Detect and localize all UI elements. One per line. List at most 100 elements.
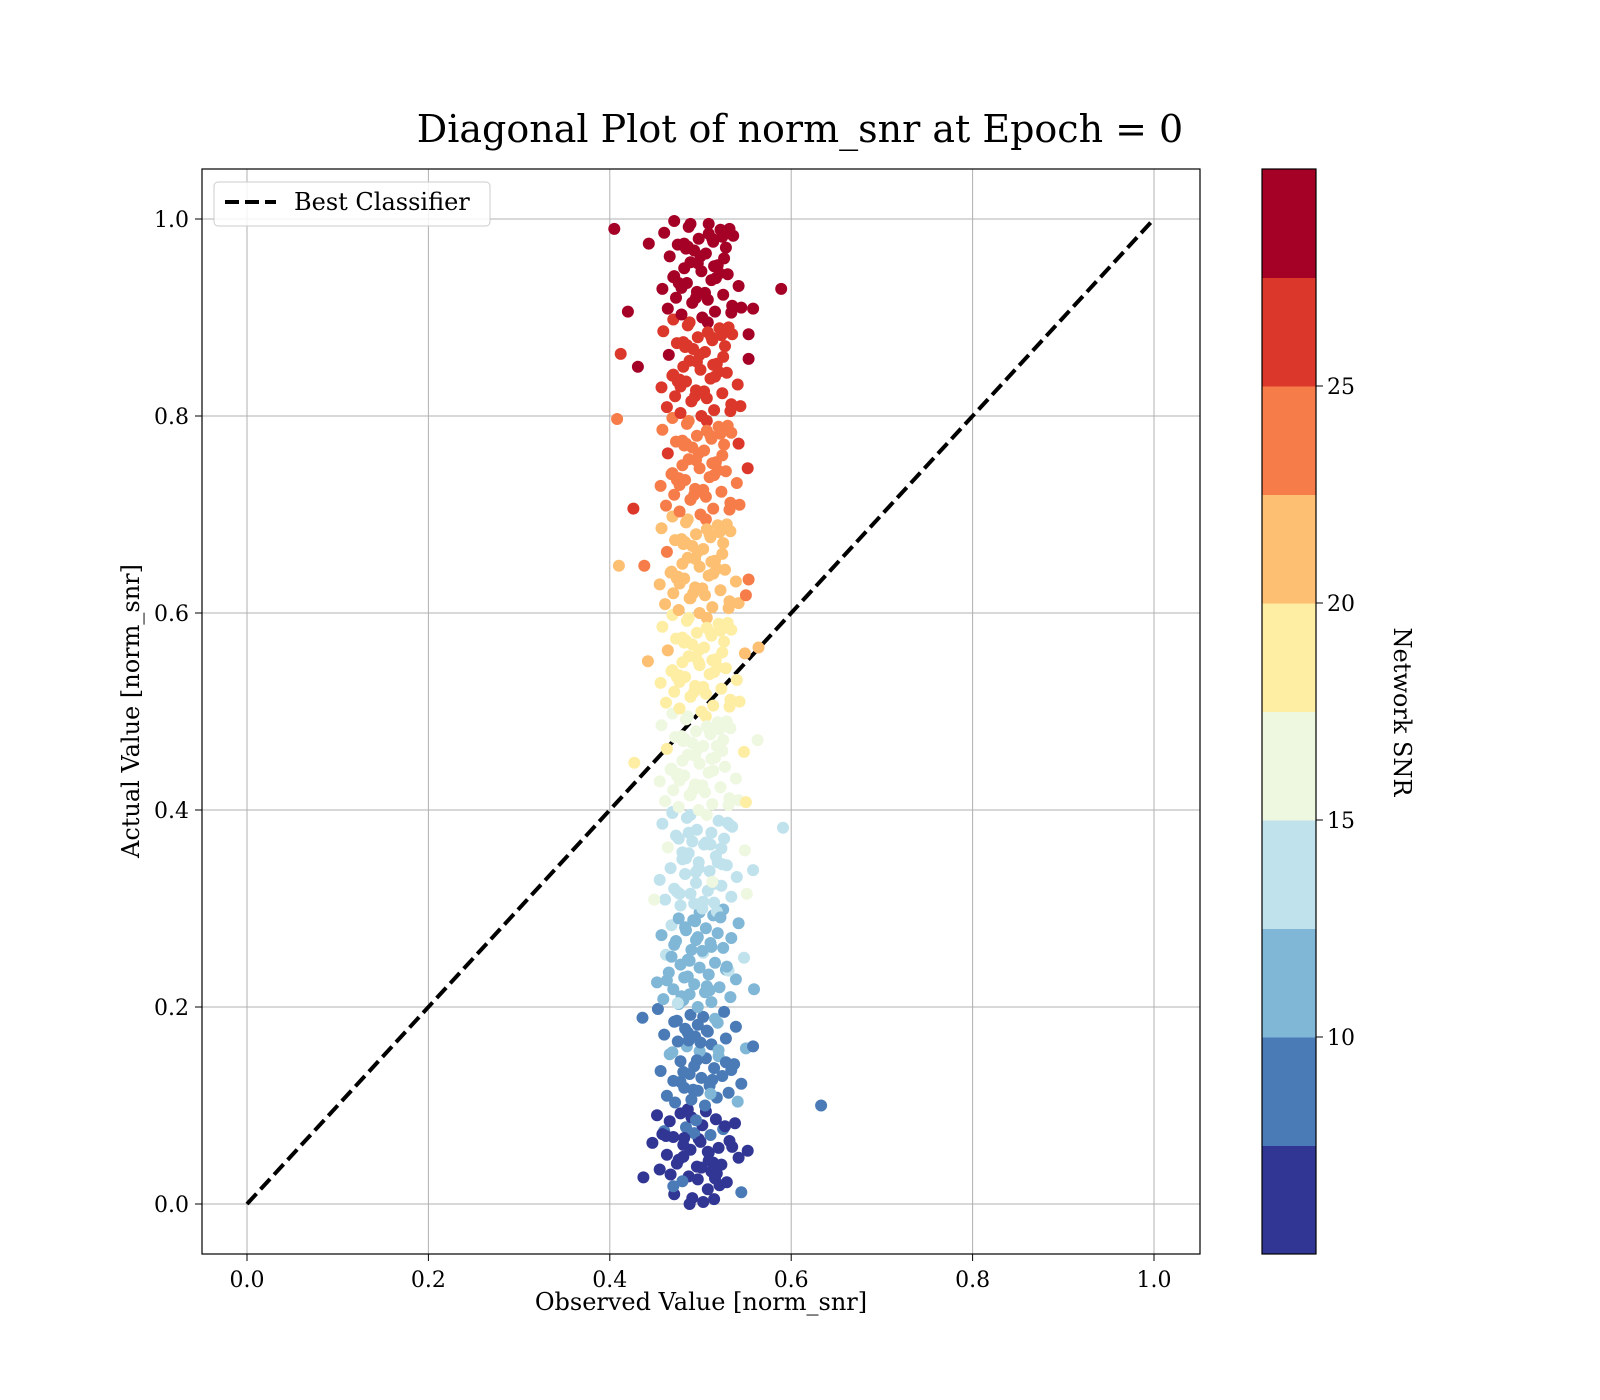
x-axis-ticks: 0.0 0.2 0.4 0.6 0.8 1.0 bbox=[230, 1254, 1172, 1293]
scatter-point bbox=[690, 626, 703, 639]
scatter-point bbox=[708, 404, 721, 417]
scatter-point bbox=[656, 423, 669, 436]
scatter-point bbox=[712, 1044, 725, 1057]
legend-box: Best Classifier bbox=[213, 181, 491, 227]
scatter-point bbox=[690, 725, 702, 738]
scatter-point bbox=[714, 911, 727, 924]
scatter-point bbox=[696, 311, 709, 324]
scatter-point bbox=[711, 927, 724, 940]
scatter-point bbox=[689, 915, 702, 928]
scatter-point bbox=[722, 799, 735, 812]
scatter-point bbox=[725, 306, 738, 319]
scatter-point bbox=[719, 1056, 732, 1069]
scatter-point bbox=[679, 733, 692, 746]
scatter-point bbox=[717, 537, 730, 550]
scatter-point bbox=[708, 1193, 721, 1206]
y-tick-label: 0.6 bbox=[154, 602, 189, 627]
scatter-point bbox=[718, 635, 731, 648]
scatter-point bbox=[655, 929, 668, 942]
scatter-point bbox=[663, 1115, 676, 1128]
scatter-point bbox=[696, 779, 709, 792]
scatter-point bbox=[711, 1016, 724, 1029]
colorbar bbox=[1261, 168, 1317, 1255]
scatter-point bbox=[659, 795, 672, 808]
scatter-point bbox=[654, 479, 667, 492]
scatter-point bbox=[725, 890, 738, 903]
y-axis-label: Actual Value [norm_snr] bbox=[117, 564, 145, 859]
scatter-point bbox=[672, 472, 685, 485]
scatter-point bbox=[712, 814, 725, 827]
scatter-point bbox=[695, 1071, 708, 1084]
scatter-point bbox=[662, 348, 675, 361]
scatter-point bbox=[732, 917, 745, 930]
colorbar-ticks: 10 15 20 25 bbox=[1316, 375, 1355, 1051]
scatter-point bbox=[694, 250, 707, 263]
scatter-point bbox=[683, 789, 696, 802]
scatter-point bbox=[700, 720, 713, 733]
scatter-point bbox=[706, 1073, 719, 1086]
scatter-point bbox=[712, 1141, 725, 1154]
scatter-point bbox=[732, 437, 745, 450]
scatter-point bbox=[668, 270, 681, 283]
scatter-point bbox=[720, 518, 733, 531]
scatter-point bbox=[752, 641, 765, 654]
scatter-point bbox=[608, 222, 621, 235]
x-tick-label: 0.6 bbox=[774, 1268, 809, 1293]
scatter-point bbox=[695, 705, 708, 718]
scatter-point bbox=[680, 634, 692, 647]
scatter-point bbox=[714, 781, 727, 794]
colorbar-label: Network SNR bbox=[1388, 628, 1416, 798]
colorbar-band bbox=[1262, 169, 1316, 278]
scatter-point bbox=[723, 222, 736, 235]
scatter-point bbox=[722, 321, 735, 334]
scatter-point bbox=[720, 715, 733, 728]
scatter-point bbox=[715, 485, 728, 498]
scatter-point bbox=[664, 1168, 677, 1181]
scatter-point bbox=[679, 921, 692, 934]
scatter-point bbox=[738, 647, 751, 660]
scatter-point bbox=[655, 719, 668, 732]
scatter-point bbox=[675, 308, 688, 321]
scatter-point bbox=[641, 655, 654, 668]
scatter-point bbox=[660, 1130, 672, 1142]
scatter-point bbox=[738, 844, 751, 857]
scatter-point bbox=[715, 1158, 728, 1171]
scatter-point bbox=[721, 616, 734, 629]
scatter-point bbox=[659, 893, 672, 906]
scatter-point bbox=[705, 996, 718, 1009]
colorbar-band bbox=[1262, 494, 1316, 604]
scatter-point bbox=[730, 871, 743, 883]
scatter-point bbox=[667, 784, 680, 797]
scatter-point bbox=[660, 742, 673, 755]
scatter-point bbox=[702, 968, 715, 981]
scatter-point bbox=[673, 505, 686, 518]
colorbar-band bbox=[1262, 820, 1316, 929]
scatter-point bbox=[656, 817, 669, 830]
scatter-point bbox=[751, 734, 764, 747]
scatter-point bbox=[709, 956, 721, 969]
scatter-point bbox=[691, 1001, 704, 1013]
scatter-point bbox=[699, 1099, 711, 1112]
scatter-point bbox=[709, 1113, 722, 1126]
scatter-point bbox=[716, 547, 729, 560]
scatter-point bbox=[699, 836, 712, 849]
scatter-point bbox=[717, 941, 730, 954]
scatter-point bbox=[704, 1129, 717, 1141]
scatter-point bbox=[726, 1140, 739, 1153]
scatter-point bbox=[738, 951, 750, 964]
scatter-point bbox=[699, 286, 711, 299]
scatter-point bbox=[723, 700, 736, 713]
scatter-point bbox=[711, 856, 724, 869]
scatter-point bbox=[660, 974, 673, 987]
scatter-point bbox=[731, 378, 744, 391]
scatter-point bbox=[706, 654, 719, 667]
scatter-point bbox=[661, 841, 674, 854]
scatter-point bbox=[701, 1145, 714, 1158]
scatter-point bbox=[679, 536, 692, 549]
scatter-point bbox=[729, 1117, 741, 1130]
scatter-point bbox=[717, 288, 730, 301]
legend-frame bbox=[213, 181, 491, 227]
scatter-point bbox=[676, 1175, 689, 1188]
scatter-point bbox=[706, 798, 719, 811]
scatter-point bbox=[714, 584, 727, 597]
